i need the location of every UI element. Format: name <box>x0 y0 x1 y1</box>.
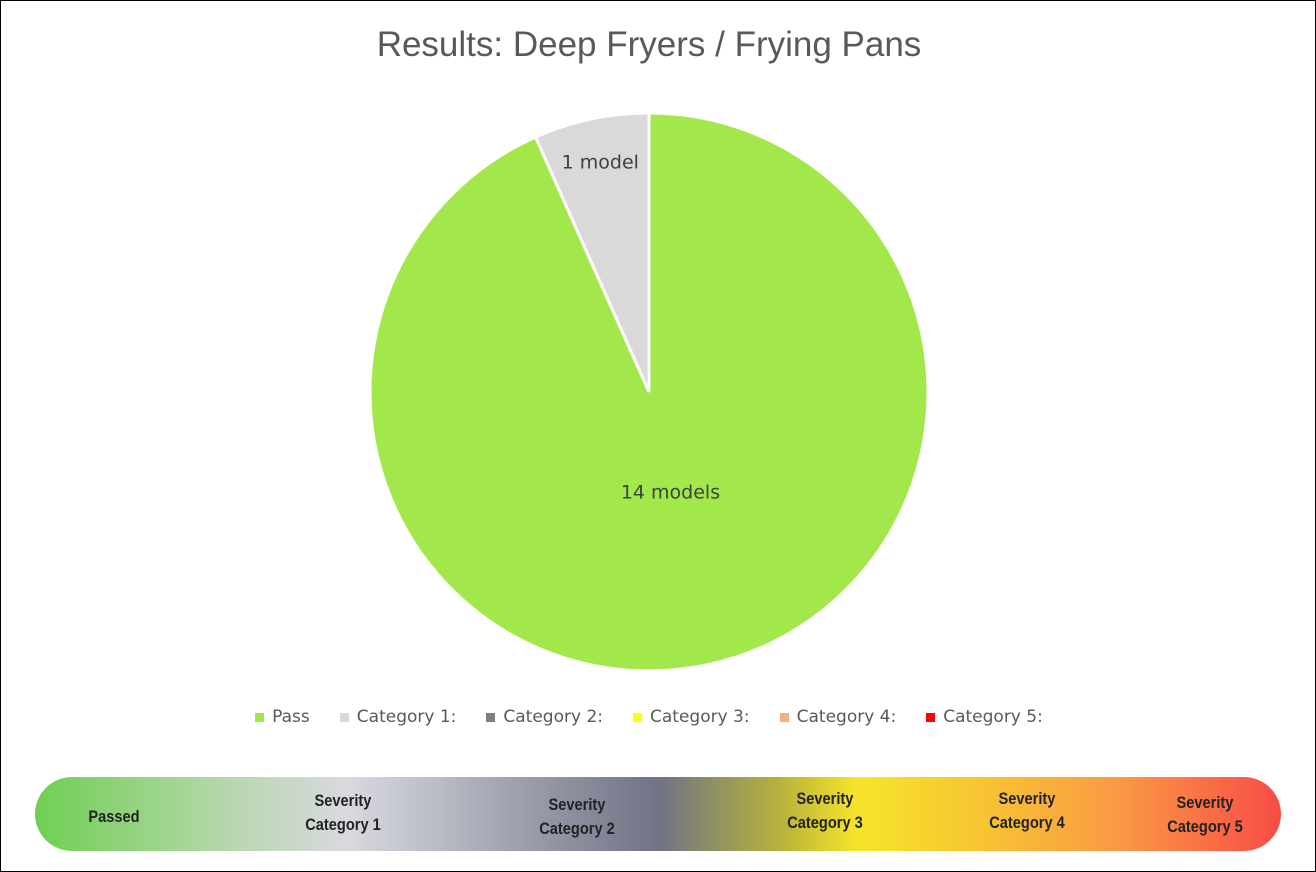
legend-item-pass: Pass <box>255 707 310 727</box>
legend-label: Category 3: <box>650 707 750 727</box>
severity-label-passed: Passed <box>88 807 140 826</box>
legend-label: Pass <box>272 707 310 727</box>
severity-label-category-2: Severity Category 2 <box>539 795 615 838</box>
chart-title: Results: Deep Fryers / Frying Pans <box>376 25 922 64</box>
severity-label-category-1: Severity Category 1 <box>305 791 381 834</box>
chart-legend: Pass Category 1: Category 2: Category 3:… <box>1 707 1297 727</box>
legend-swatch <box>339 712 349 722</box>
pie-data-label: 1 model <box>562 151 639 173</box>
pie-data-label: 14 models <box>621 481 720 503</box>
legend-item-category-5: Category 5: <box>926 707 1043 727</box>
severity-scale: Passed Severity Category 1 Severity Cate… <box>35 777 1281 851</box>
pie-slice-pass <box>368 111 930 673</box>
legend-item-category-1: Category 1: <box>339 707 457 727</box>
severity-label-category-5: Severity Category 5 <box>1167 793 1243 836</box>
legend-label: Category 4: <box>796 707 897 727</box>
severity-gradient-bar <box>35 777 1281 851</box>
pie-slice-category-1 <box>533 111 651 393</box>
severity-label-category-3: Severity Category 3 <box>787 789 863 832</box>
legend-label: Category 2: <box>503 707 603 727</box>
legend-swatch <box>926 712 936 722</box>
legend-label: Category 1: <box>356 707 457 727</box>
legend-swatch <box>255 712 265 722</box>
legend-item-category-2: Category 2: <box>486 707 603 727</box>
legend-item-category-4: Category 4: <box>779 707 897 727</box>
pie-chart: 1 model 14 models <box>368 111 930 673</box>
severity-label-category-4: Severity Category 4 <box>989 789 1065 832</box>
legend-label: Category 5: <box>943 707 1043 727</box>
legend-swatch <box>779 712 789 722</box>
legend-swatch <box>633 712 642 722</box>
legend-item-category-3: Category 3: <box>633 707 750 727</box>
legend-swatch <box>486 712 496 722</box>
